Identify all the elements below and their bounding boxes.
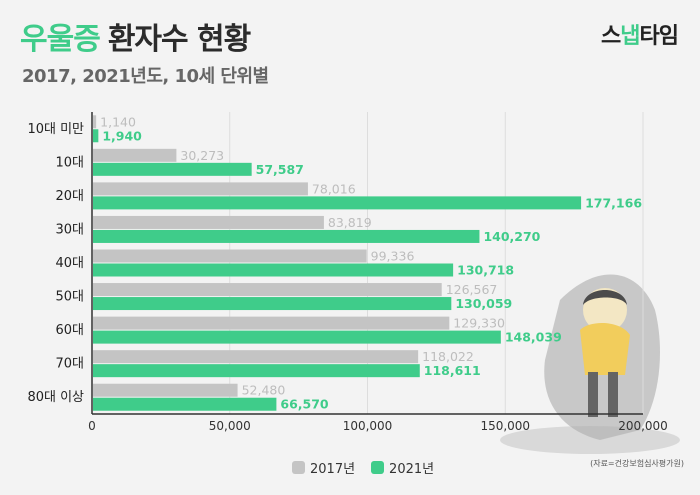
data-label-2021: 130,718 bbox=[457, 263, 514, 278]
legend-label-2017: 2017년 bbox=[310, 462, 356, 477]
data-label-2021: 177,166 bbox=[585, 195, 642, 210]
data-label-2021: 1,940 bbox=[102, 128, 142, 143]
logo-tail: 타임 bbox=[639, 24, 679, 49]
category-label: 60대 bbox=[55, 323, 84, 338]
data-label-2017: 129,330 bbox=[453, 316, 505, 331]
data-label-2017: 30,273 bbox=[180, 148, 224, 163]
bar-2017 bbox=[93, 383, 238, 397]
data-label-2017: 126,567 bbox=[446, 282, 498, 297]
legend-swatch-2017 bbox=[292, 461, 305, 474]
bar-2021 bbox=[93, 229, 480, 243]
logo-accent: 냅 bbox=[620, 24, 640, 49]
bar-2017 bbox=[93, 215, 324, 229]
bar-2021 bbox=[93, 263, 454, 277]
bar-2017 bbox=[93, 148, 177, 162]
bar-2021 bbox=[93, 297, 452, 311]
x-tick-label: 100,000 bbox=[343, 419, 393, 433]
chart-title: 우울증 환자수 현황 bbox=[20, 14, 251, 58]
bar-2017 bbox=[93, 350, 419, 364]
category-label: 30대 bbox=[55, 222, 84, 237]
data-label-2021: 130,059 bbox=[455, 296, 512, 311]
bar-2021 bbox=[93, 162, 252, 176]
x-tick-label: 150,000 bbox=[480, 419, 530, 433]
data-label-2017: 83,819 bbox=[328, 215, 372, 230]
data-label-2021: 57,587 bbox=[256, 162, 304, 177]
bar-2021 bbox=[93, 330, 501, 344]
bar-2017 bbox=[93, 249, 367, 263]
category-label: 40대 bbox=[55, 256, 84, 271]
sad-person-illustration bbox=[500, 274, 680, 454]
legend-swatch-2021 bbox=[371, 461, 385, 474]
data-label-2017: 52,480 bbox=[242, 383, 286, 398]
data-label-2021: 140,270 bbox=[483, 229, 540, 244]
bar-2017 bbox=[93, 182, 308, 196]
x-tick-label: 200,000 bbox=[618, 419, 668, 433]
data-label-2017: 78,016 bbox=[312, 181, 356, 196]
source-note: (자료=건강보험심사평가원) bbox=[590, 459, 684, 468]
category-label: 20대 bbox=[55, 189, 84, 204]
data-label-2017: 1,140 bbox=[100, 114, 136, 129]
bar-2021 bbox=[93, 364, 420, 378]
data-label-2017: 99,336 bbox=[371, 249, 415, 264]
bar-2021 bbox=[93, 196, 582, 210]
legend-item-2021: 2021년 bbox=[371, 458, 434, 477]
category-label: 70대 bbox=[55, 357, 84, 372]
x-tick-label: 0 bbox=[88, 419, 96, 433]
bar-2021 bbox=[93, 397, 277, 411]
title-accent: 우울증 bbox=[20, 22, 101, 57]
logo-main: 스 bbox=[601, 24, 621, 49]
data-label-2017: 118,022 bbox=[422, 349, 474, 364]
legend: 2017년 2021년 bbox=[292, 458, 442, 477]
title-rest: 환자수 현황 bbox=[107, 22, 251, 57]
category-label: 80대 이상 bbox=[27, 390, 84, 405]
data-label-2021: 118,611 bbox=[424, 363, 481, 378]
data-label-2021: 148,039 bbox=[505, 330, 562, 345]
chart-subtitle: 2017, 2021년도, 10세 단위별 bbox=[22, 66, 269, 87]
bar-2017 bbox=[93, 316, 450, 330]
bar-2017 bbox=[93, 115, 97, 129]
legend-label-2021: 2021년 bbox=[389, 462, 435, 477]
category-label: 50대 bbox=[55, 290, 84, 305]
category-label: 10대 bbox=[55, 155, 84, 170]
bar-2021 bbox=[93, 129, 99, 143]
brand-logo: 스냅타임 bbox=[601, 18, 679, 50]
data-label-2021: 66,570 bbox=[280, 397, 329, 412]
x-tick-label: 50,000 bbox=[209, 419, 251, 433]
legend-item-2017: 2017년 bbox=[292, 458, 355, 477]
category-label: 10대 미만 bbox=[27, 122, 84, 137]
bar-2017 bbox=[93, 283, 442, 297]
